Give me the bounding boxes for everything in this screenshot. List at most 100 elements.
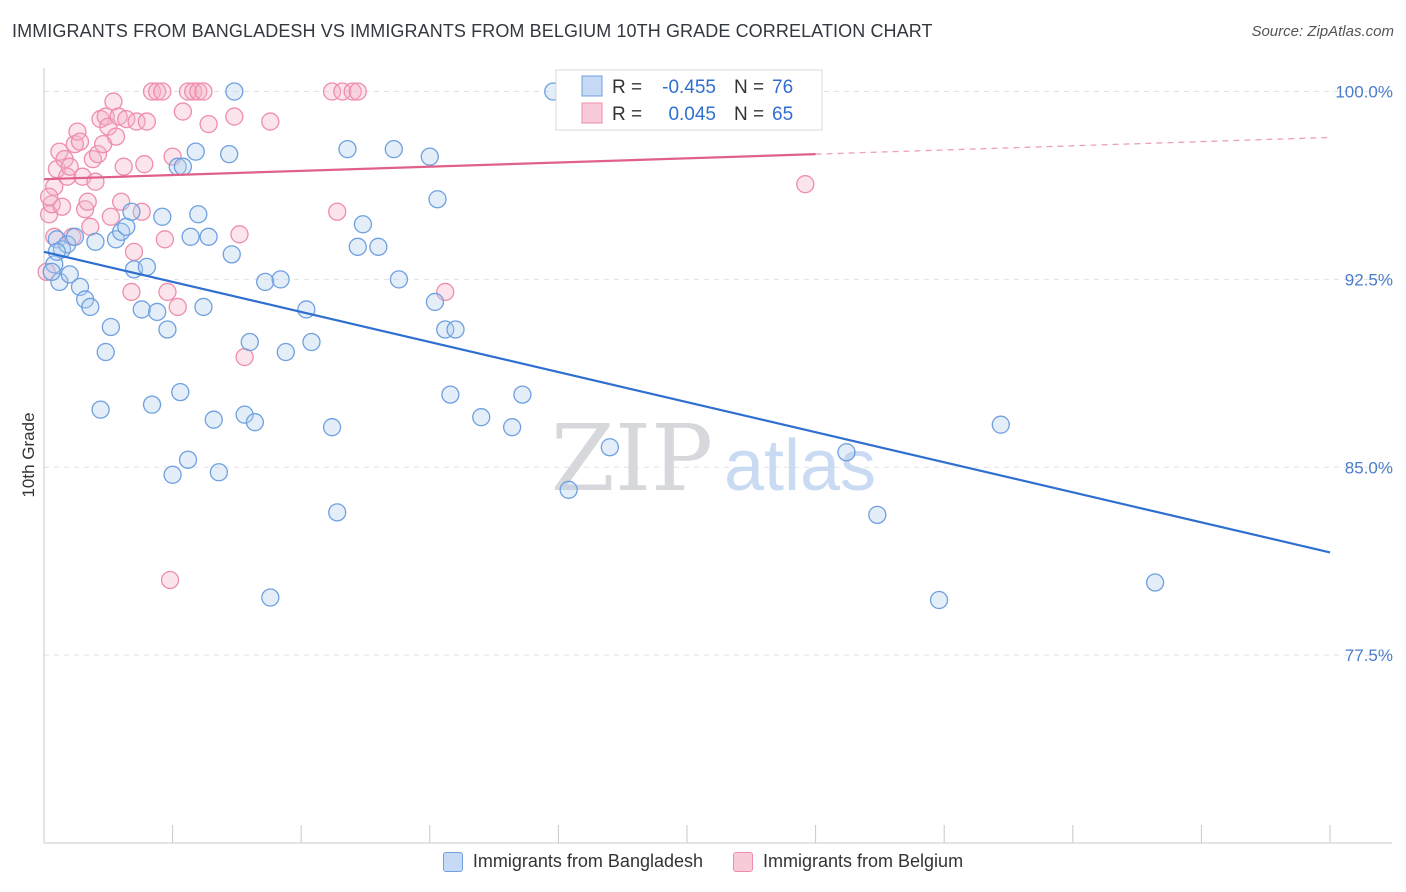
bangladesh-point-62 bbox=[446, 320, 465, 339]
bangladesh-point-64 bbox=[502, 418, 522, 437]
belgium-point-62 bbox=[37, 262, 56, 282]
bangladesh-point-70 bbox=[868, 505, 887, 525]
bangladesh-point-63 bbox=[472, 408, 491, 427]
belgium-point-56 bbox=[328, 202, 347, 221]
bangladesh-point-65 bbox=[513, 385, 532, 404]
y-tick-label-0: 77.5% bbox=[1345, 646, 1393, 665]
belgium-point-42 bbox=[160, 570, 180, 590]
legend-n-label-1: N = bbox=[734, 77, 764, 98]
legend-n-value-2: 65 bbox=[772, 104, 793, 125]
bottom-legend-swatch-belgium bbox=[733, 851, 754, 872]
belgium-point-26 bbox=[106, 127, 126, 146]
bangladesh-point-5 bbox=[60, 265, 79, 284]
belgium-point-33 bbox=[127, 112, 146, 131]
bangladesh-point-10 bbox=[86, 232, 105, 251]
bottom-legend-item-bangladesh: Immigrants from Bangladesh bbox=[442, 851, 704, 872]
bangladesh-point-35 bbox=[204, 410, 223, 429]
belgium-point-61 bbox=[796, 175, 815, 194]
bangladesh-point-34 bbox=[199, 227, 218, 246]
belgium-point-54 bbox=[261, 112, 280, 131]
bangladesh-point-74 bbox=[42, 262, 61, 282]
bangladesh-point-32 bbox=[189, 205, 208, 224]
bangladesh-point-28 bbox=[173, 157, 193, 176]
bangladesh-point-56 bbox=[389, 270, 409, 289]
belgium-point-15 bbox=[78, 192, 97, 211]
bangladesh-point-33 bbox=[194, 297, 213, 317]
bangladesh-point-19 bbox=[132, 300, 151, 319]
bangladesh-point-50 bbox=[328, 503, 347, 522]
bangladesh-point-37 bbox=[220, 144, 239, 164]
bottom-legend-swatch-bangladesh bbox=[442, 851, 463, 872]
bangladesh-point-41 bbox=[240, 332, 259, 352]
legend-r-value-2: 0.045 bbox=[668, 104, 716, 125]
belgium-point-49 bbox=[194, 82, 213, 101]
belgium-point-44 bbox=[168, 297, 187, 317]
grid-lines bbox=[44, 91, 1392, 656]
bangladesh-point-55 bbox=[384, 139, 403, 159]
bangladesh-point-44 bbox=[261, 588, 280, 607]
legend-swatch-bangladesh bbox=[581, 75, 603, 97]
bangladesh-point-67 bbox=[559, 480, 578, 499]
trend-line-belgium bbox=[43, 153, 816, 181]
belgium-point-59 bbox=[348, 82, 367, 101]
legend-r-label-2: R = bbox=[612, 104, 642, 125]
chart-title: IMMIGRANTS FROM BANGLADESH VS IMMIGRANTS… bbox=[12, 21, 933, 41]
bottom-legend-label-bangladesh: Immigrants from Bangladesh bbox=[472, 851, 704, 871]
bangladesh-point-30 bbox=[181, 227, 200, 246]
bangladesh-point-58 bbox=[425, 292, 445, 312]
legend-r-label-1: R = bbox=[612, 77, 642, 98]
bangladesh-point-29 bbox=[178, 450, 198, 469]
legend-r-value-1: -0.455 bbox=[662, 77, 716, 98]
belgium-point-52 bbox=[230, 225, 249, 244]
belgium-point-31 bbox=[122, 282, 141, 302]
scatter-chart: ZIP atlas 77.5%85.0%92.5%100.0%0.0%25.0%… bbox=[19, 68, 1393, 844]
bangladesh-point-52 bbox=[348, 237, 367, 256]
belgium-point-36 bbox=[137, 112, 157, 131]
bangladesh-point-2 bbox=[47, 230, 67, 249]
bangladesh-point-45 bbox=[271, 270, 290, 289]
bangladesh-point-27 bbox=[171, 382, 190, 402]
bangladesh-point-51 bbox=[338, 139, 357, 159]
source-label: Source: ZipAtlas.com bbox=[1251, 23, 1394, 40]
bangladesh-point-12 bbox=[96, 342, 115, 362]
belgium-point-38 bbox=[148, 82, 167, 101]
tick-labels: 77.5%85.0%92.5%100.0%0.0%25.0% bbox=[1335, 83, 1393, 666]
belgium-point-46 bbox=[178, 82, 198, 101]
bangladesh-point-59 bbox=[428, 190, 447, 209]
belgium-point-37 bbox=[142, 82, 162, 101]
belgium-point-19 bbox=[88, 144, 108, 164]
bottom-legend-item-belgium: Immigrants from Belgium bbox=[733, 851, 963, 872]
bangladesh-point-17 bbox=[122, 202, 141, 221]
belgium-point-39 bbox=[153, 82, 172, 101]
watermark-zip: ZIP bbox=[551, 405, 713, 512]
bangladesh-point-11 bbox=[91, 400, 110, 419]
bangladesh-point-6 bbox=[65, 227, 85, 246]
bangladesh-point-71 bbox=[929, 590, 949, 610]
belgium-point-40 bbox=[155, 230, 175, 249]
belgium-point-34 bbox=[132, 202, 151, 221]
watermark-atlas: atlas bbox=[724, 426, 876, 506]
bangladesh-point-61 bbox=[441, 385, 460, 404]
bangladesh-point-23 bbox=[153, 207, 172, 226]
bangladesh-point-25 bbox=[163, 465, 182, 484]
belgium-point-32 bbox=[124, 242, 144, 261]
bangladesh-point-72 bbox=[991, 415, 1010, 434]
bangladesh-point-22 bbox=[148, 302, 167, 322]
bangladesh-point-43 bbox=[256, 272, 275, 292]
bangladesh-point-48 bbox=[302, 332, 321, 352]
bangladesh-point-31 bbox=[186, 142, 205, 161]
trend-lines bbox=[43, 136, 1331, 554]
belgium-point-58 bbox=[343, 82, 362, 101]
axes bbox=[43, 68, 1392, 844]
bangladesh-point-57 bbox=[420, 147, 439, 166]
legend-swatch-belgium bbox=[581, 102, 603, 124]
belgium-point-47 bbox=[184, 82, 203, 101]
bangladesh-point-68 bbox=[600, 438, 619, 457]
belgium-point-48 bbox=[189, 82, 208, 101]
bottom-legend: Immigrants from Bangladesh Immigrants fr… bbox=[0, 851, 1406, 872]
y-tick-label-2: 92.5% bbox=[1345, 270, 1393, 289]
belgium-point-24 bbox=[101, 207, 121, 226]
bangladesh-point-15 bbox=[112, 222, 131, 241]
bangladesh-point-40 bbox=[235, 405, 254, 424]
belgium-point-8 bbox=[60, 157, 79, 176]
